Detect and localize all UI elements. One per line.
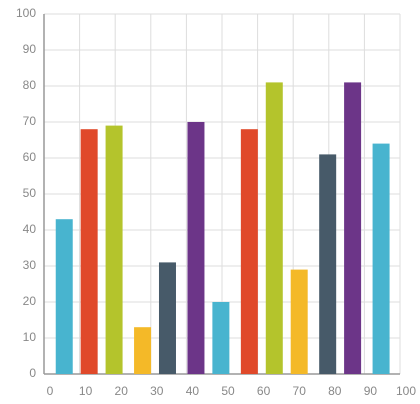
x-tick-label: 40	[186, 384, 200, 398]
y-tick-label: 40	[23, 222, 37, 236]
bar	[158, 262, 176, 374]
bar	[290, 269, 308, 374]
x-tick-label: 10	[79, 384, 93, 398]
x-tick-label: 70	[293, 384, 307, 398]
bar	[55, 219, 73, 374]
x-tick-label: 100	[396, 384, 416, 398]
bar	[187, 122, 205, 374]
bar	[212, 302, 230, 374]
bar	[372, 143, 390, 374]
y-tick-label: 60	[23, 150, 37, 164]
y-tick-label: 70	[23, 114, 37, 128]
bar	[240, 129, 258, 374]
bar	[80, 129, 98, 374]
y-tick-label: 10	[23, 330, 37, 344]
x-tick-label: 80	[328, 384, 342, 398]
y-tick-label: 20	[23, 294, 37, 308]
y-tick-label: 0	[29, 366, 36, 380]
bar	[134, 327, 152, 374]
x-tick-label: 60	[257, 384, 271, 398]
x-tick-label: 50	[221, 384, 235, 398]
x-tick-label: 20	[115, 384, 129, 398]
bar	[319, 154, 337, 374]
x-tick-label: 90	[364, 384, 378, 398]
y-tick-label: 30	[23, 258, 37, 272]
y-tick-label: 80	[23, 78, 37, 92]
bar	[105, 125, 123, 374]
y-tick-label: 50	[23, 186, 37, 200]
x-tick-label: 30	[150, 384, 164, 398]
y-tick-label: 100	[16, 6, 36, 20]
bar	[265, 82, 283, 375]
x-tick-label: 0	[47, 384, 54, 398]
y-tick-label: 90	[23, 42, 37, 56]
bar	[344, 82, 362, 375]
